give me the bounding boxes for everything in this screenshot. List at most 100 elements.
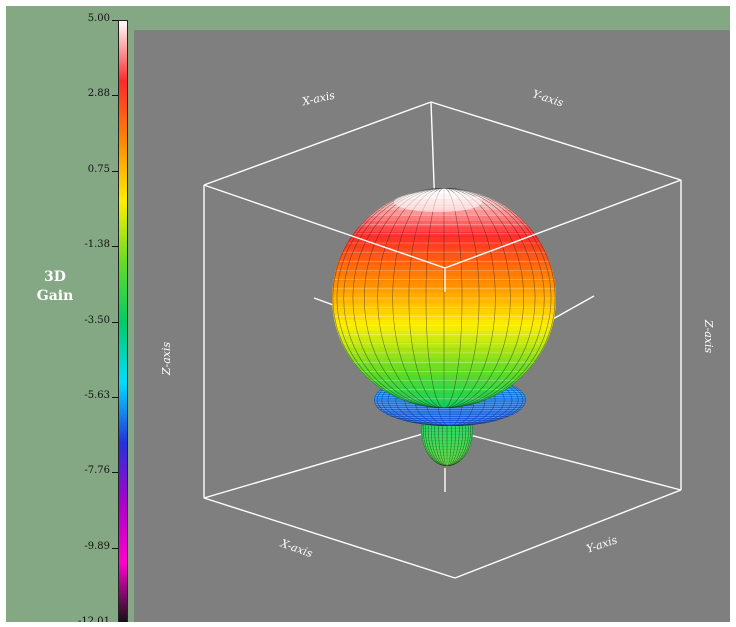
mesh-line (395, 374, 505, 426)
surface-band (421, 440, 473, 444)
surface-band (332, 232, 556, 239)
surface-band (374, 423, 526, 426)
colorbar-tick-mark (112, 170, 118, 172)
mesh-line (392, 188, 496, 408)
main-lobe-cap (394, 192, 482, 212)
surface-band (421, 457, 473, 460)
mesh-line (430, 394, 464, 466)
surface-band (332, 380, 556, 387)
surface-band (421, 460, 473, 464)
surface-band (421, 453, 473, 457)
mesh-line (425, 394, 469, 466)
mesh-line (374, 374, 526, 426)
mesh-line (343, 188, 545, 408)
surface-band (374, 422, 526, 425)
mesh-line (376, 374, 524, 426)
colorbar-tick-mark (112, 246, 118, 248)
gain-colorbar (118, 20, 128, 622)
surface-3d-plot (203, 101, 682, 579)
colorbar-tick-label: -1.38 (84, 239, 110, 251)
colorbar-title-line1: 3D (44, 269, 66, 285)
mesh-line (377, 188, 511, 408)
surface-band (421, 449, 473, 453)
surface-band (421, 433, 473, 437)
mesh-line (352, 188, 536, 408)
surface-band (332, 364, 556, 371)
surface-band (332, 270, 556, 277)
surface-band (332, 215, 556, 222)
surface-band (332, 331, 556, 338)
mesh-line (352, 188, 536, 408)
surface-band (374, 418, 526, 421)
box-edge (203, 427, 444, 499)
colorbar-tick-mark (112, 95, 118, 97)
surface-band (332, 188, 556, 195)
mesh-line (408, 188, 480, 408)
colorbar-tick-mark (112, 321, 118, 323)
colorbar-tick-mark (112, 20, 118, 21)
mesh-line (423, 394, 471, 466)
mesh-line (364, 188, 524, 408)
surface-band (332, 369, 556, 376)
colorbar-tick-label: -7.76 (84, 465, 110, 477)
mesh-line (421, 394, 473, 466)
bounding-box-front (203, 101, 682, 579)
colorbar-tick-label: -9.89 (84, 540, 110, 552)
mesh-line (423, 394, 471, 466)
mesh-line (446, 394, 448, 466)
surface-band (374, 411, 526, 414)
mesh-line (332, 188, 556, 408)
mesh-line (381, 374, 519, 426)
surface-band (332, 386, 556, 393)
colorbar-tick-mark (112, 472, 118, 474)
mesh-line (442, 394, 452, 466)
mesh-line (395, 374, 505, 426)
colorbar-tick-mark (112, 547, 118, 549)
surface-band (332, 248, 556, 255)
colorbar-tick-label: -3.50 (84, 314, 110, 326)
surface-band (421, 428, 473, 431)
mesh-line (392, 188, 496, 408)
surface-band (421, 439, 473, 442)
surface-band (421, 458, 473, 462)
colorbar-title-line2: Gain (36, 288, 74, 304)
colorbar-tick-label: -12.01 (77, 616, 110, 622)
mesh-line (387, 374, 513, 426)
mesh-line (442, 394, 452, 466)
mesh-line (374, 374, 526, 426)
surface-band (332, 336, 556, 343)
z-axis-label-left: Z-axis (160, 341, 174, 376)
surface-band (332, 375, 556, 382)
surface-band (332, 298, 556, 305)
surface-band (421, 435, 473, 439)
colorbar-tick-label: 5.00 (87, 13, 110, 24)
surface-band (374, 414, 526, 417)
chart-panel: 3D Gain 5.00 2.88 0.75 -1.38 -3.50 -5.63 -7.76… (6, 6, 730, 622)
main-lobe (332, 188, 556, 408)
surface-band (421, 430, 473, 433)
surface-band (374, 409, 526, 412)
mesh-line (332, 188, 556, 408)
box-edge (203, 101, 432, 186)
mesh-line (438, 394, 456, 466)
surface-band (374, 416, 526, 420)
surface-band (332, 347, 556, 354)
surface-band (421, 444, 473, 448)
mesh-line (434, 394, 460, 466)
mesh-line (421, 394, 473, 466)
surface-band (332, 353, 556, 360)
surface-band (332, 210, 556, 217)
surface-band (374, 415, 526, 418)
mesh-line (443, 188, 445, 408)
surface-band (332, 314, 556, 321)
surface-band (332, 281, 556, 288)
surface-band (421, 448, 473, 451)
surface-band (374, 424, 526, 426)
surface-band (332, 402, 556, 408)
surface-band (332, 320, 556, 327)
mesh-line (408, 188, 480, 408)
box-edge (203, 184, 446, 269)
box-edge (442, 427, 682, 491)
colorbar-tick-label: 0.75 (87, 163, 110, 175)
mesh-line (377, 188, 511, 408)
